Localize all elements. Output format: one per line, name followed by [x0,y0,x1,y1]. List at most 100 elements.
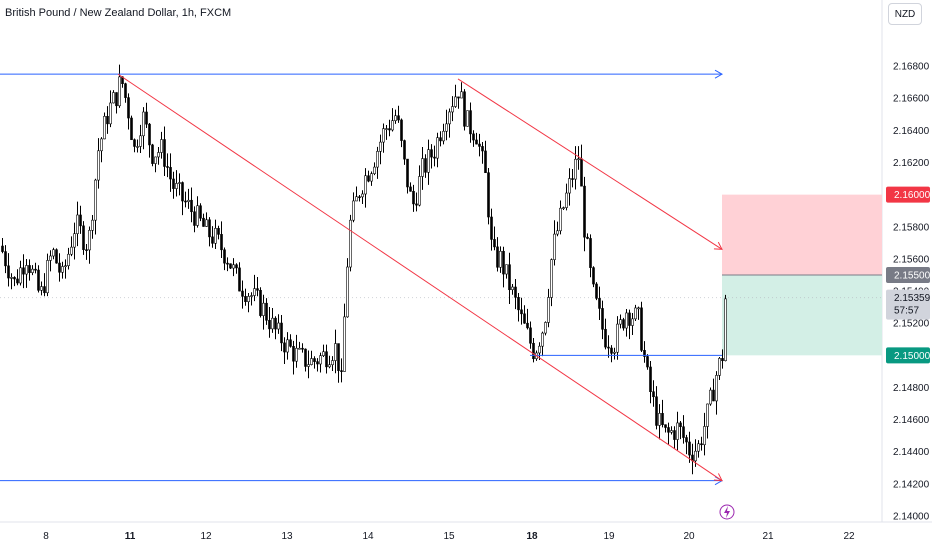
candle [127,93,130,130]
candle [79,205,82,234]
price-tick-label: 2.15200 [893,319,930,330]
candle [388,119,391,137]
candle [280,315,283,352]
lightning-icon[interactable] [719,504,735,520]
time-tick-label: 20 [683,531,695,542]
candle [229,263,232,269]
candle [124,82,127,103]
candle [673,426,676,449]
candle [589,234,592,278]
candle [325,344,328,374]
candle [283,337,286,364]
candle [445,109,448,141]
candle [604,318,607,350]
lower-channel-line[interactable] [117,73,723,482]
candle [142,107,145,150]
candle [706,403,709,439]
stop-loss-zone[interactable] [722,194,882,275]
candle [463,89,466,131]
candle [571,169,574,188]
candle [625,309,628,337]
price-tick-label: 2.14600 [893,415,930,426]
candle [193,206,196,233]
price-tick-label: 2.14200 [893,479,930,490]
candle [559,200,562,235]
candle [214,219,217,250]
candle [103,112,106,140]
candle [22,254,25,289]
time-tick-label: 18 [526,531,538,542]
candle [70,236,73,257]
upper-channel-line[interactable] [457,78,723,250]
candle [613,347,616,360]
candle [4,245,7,274]
candle [682,415,685,444]
candle [34,262,37,274]
candle [313,356,316,369]
candle [403,139,406,165]
candle [409,182,412,192]
candle [457,96,460,109]
candle [637,306,640,320]
candle [343,303,346,372]
candle [538,342,541,361]
candle [40,281,43,296]
candle [349,214,352,272]
time-tick-label: 15 [443,531,455,542]
candle [286,332,289,360]
candle [379,134,382,165]
price-tick-label: 2.16200 [893,158,930,169]
candle [382,123,385,153]
candle [1,237,4,254]
candle [31,265,34,276]
candle [136,139,139,153]
candle [442,123,445,145]
candle [337,343,340,383]
candle [391,108,394,132]
candle [685,434,688,455]
take-profit-zone[interactable] [722,274,882,356]
candle [271,307,274,333]
candle [247,293,250,313]
candle [721,349,724,369]
candle [148,123,151,158]
candle [46,253,49,297]
candle [472,130,475,147]
candle [532,338,535,363]
target-price-tag[interactable] [886,347,930,364]
candle [28,259,31,281]
price-tick-label: 2.15600 [893,254,930,265]
candle [406,158,409,194]
candle [523,305,526,324]
candle [274,316,277,340]
candle [475,132,478,145]
candle [82,221,85,255]
candle [319,352,322,373]
candle [307,350,310,379]
target-price-label: 2.15000 [894,351,931,362]
candle [232,258,235,277]
entry-price-tag[interactable] [886,266,930,283]
candle [220,221,223,259]
time-tick-label: 13 [281,531,293,542]
candle [586,233,589,240]
candle [73,222,76,260]
candle [430,144,433,169]
time-tick-label: 22 [843,531,855,542]
candle [292,340,295,375]
candle [154,156,157,173]
candle [415,192,418,212]
candle [547,288,550,328]
time-tick-label: 14 [362,531,374,542]
candle [139,124,142,153]
candle [631,313,634,336]
current-price-tag[interactable] [886,289,930,320]
stop-price-tag[interactable] [886,186,930,203]
candle [19,260,22,286]
candle [583,176,586,252]
currency-button[interactable]: NZD [888,3,922,25]
candle [712,378,715,402]
candle [244,288,247,306]
